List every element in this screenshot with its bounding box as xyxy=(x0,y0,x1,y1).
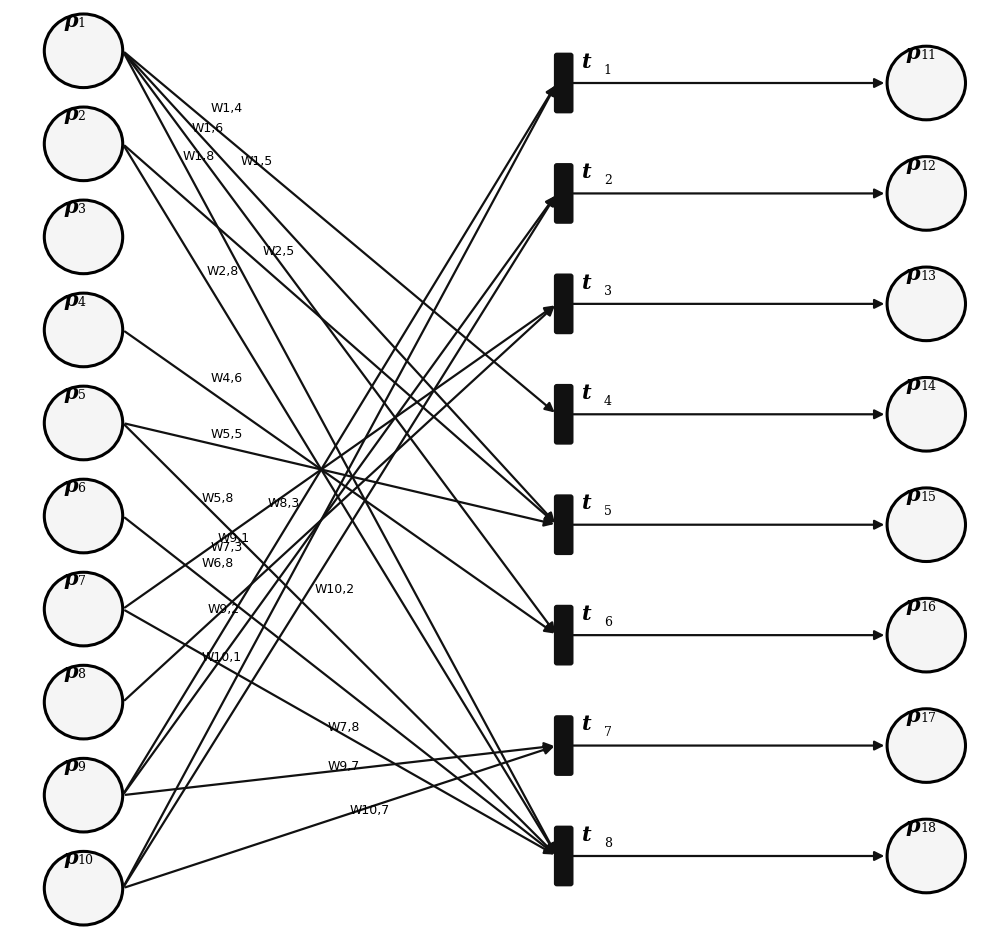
Text: p: p xyxy=(906,705,920,726)
Circle shape xyxy=(44,479,123,553)
Text: W1,6: W1,6 xyxy=(191,121,223,134)
FancyBboxPatch shape xyxy=(554,384,574,445)
Text: W10,1: W10,1 xyxy=(202,651,242,664)
Text: W9,2: W9,2 xyxy=(208,604,240,617)
FancyBboxPatch shape xyxy=(554,273,574,334)
Text: W8,3: W8,3 xyxy=(267,497,300,510)
Text: W1,4: W1,4 xyxy=(211,102,243,115)
Text: p: p xyxy=(63,290,78,310)
Text: p: p xyxy=(906,43,920,63)
Text: p: p xyxy=(906,485,920,505)
Text: 9: 9 xyxy=(78,762,85,775)
Text: p: p xyxy=(906,264,920,284)
Text: p: p xyxy=(906,595,920,615)
Text: 7: 7 xyxy=(78,576,85,588)
Circle shape xyxy=(44,759,123,832)
Text: p: p xyxy=(906,816,920,836)
Text: 2: 2 xyxy=(78,110,85,123)
Text: p: p xyxy=(63,848,78,869)
Text: t: t xyxy=(582,272,592,293)
Text: 18: 18 xyxy=(920,822,936,835)
Text: 11: 11 xyxy=(920,49,936,62)
Circle shape xyxy=(44,386,123,460)
Text: 17: 17 xyxy=(920,712,936,725)
Text: W4,6: W4,6 xyxy=(211,372,243,385)
Circle shape xyxy=(44,572,123,646)
Circle shape xyxy=(44,200,123,273)
Text: t: t xyxy=(582,824,592,845)
Text: p: p xyxy=(63,11,78,31)
Text: W7,8: W7,8 xyxy=(328,721,360,734)
Text: 14: 14 xyxy=(920,380,936,393)
Circle shape xyxy=(44,14,123,87)
Text: 6: 6 xyxy=(604,616,612,629)
Circle shape xyxy=(44,666,123,739)
Text: W1,5: W1,5 xyxy=(241,156,273,168)
Text: 13: 13 xyxy=(920,269,936,283)
Text: p: p xyxy=(63,104,78,124)
Text: W2,8: W2,8 xyxy=(206,265,239,278)
Text: W7,3: W7,3 xyxy=(211,541,243,554)
Circle shape xyxy=(44,852,123,925)
Text: t: t xyxy=(582,162,592,182)
Text: p: p xyxy=(63,662,78,683)
Text: W5,8: W5,8 xyxy=(202,492,234,505)
Text: W10,7: W10,7 xyxy=(350,804,390,817)
Text: t: t xyxy=(582,52,592,71)
FancyBboxPatch shape xyxy=(554,605,574,666)
Text: 3: 3 xyxy=(78,203,86,216)
Circle shape xyxy=(887,819,966,893)
FancyBboxPatch shape xyxy=(554,494,574,555)
FancyBboxPatch shape xyxy=(554,825,574,886)
Text: 12: 12 xyxy=(920,160,936,173)
Text: 6: 6 xyxy=(78,482,86,495)
Text: W2,5: W2,5 xyxy=(263,245,295,258)
Text: t: t xyxy=(582,715,592,734)
FancyBboxPatch shape xyxy=(554,716,574,776)
Text: t: t xyxy=(582,383,592,403)
Text: 1: 1 xyxy=(78,17,86,30)
Text: W9,1: W9,1 xyxy=(218,532,250,545)
Text: W5,5: W5,5 xyxy=(211,428,243,441)
Circle shape xyxy=(887,709,966,782)
Circle shape xyxy=(887,157,966,230)
Circle shape xyxy=(887,46,966,120)
Text: p: p xyxy=(906,153,920,174)
FancyBboxPatch shape xyxy=(554,53,574,114)
Circle shape xyxy=(887,488,966,562)
Text: 16: 16 xyxy=(920,601,936,614)
Circle shape xyxy=(887,598,966,672)
Text: p: p xyxy=(63,755,78,776)
Text: 3: 3 xyxy=(604,285,612,298)
Text: 5: 5 xyxy=(604,505,612,518)
Text: p: p xyxy=(63,197,78,217)
Text: p: p xyxy=(63,383,78,403)
Text: 4: 4 xyxy=(78,296,86,309)
Circle shape xyxy=(887,267,966,341)
Text: 5: 5 xyxy=(78,389,85,402)
Text: 8: 8 xyxy=(604,837,612,850)
Text: 2: 2 xyxy=(604,174,612,187)
Text: W1,8: W1,8 xyxy=(183,150,215,163)
Text: 8: 8 xyxy=(78,669,86,681)
Text: p: p xyxy=(63,569,78,589)
Text: p: p xyxy=(906,375,920,394)
Text: p: p xyxy=(63,476,78,496)
Text: W10,2: W10,2 xyxy=(315,582,355,595)
Text: W9,7: W9,7 xyxy=(328,760,360,773)
Text: 1: 1 xyxy=(604,64,612,77)
Circle shape xyxy=(44,293,123,367)
Circle shape xyxy=(887,377,966,451)
Text: 10: 10 xyxy=(78,854,94,868)
Text: W6,8: W6,8 xyxy=(202,558,234,571)
Text: t: t xyxy=(582,493,592,514)
Text: 7: 7 xyxy=(604,726,612,739)
Text: t: t xyxy=(582,604,592,623)
Text: 15: 15 xyxy=(920,491,936,504)
Circle shape xyxy=(44,107,123,180)
FancyBboxPatch shape xyxy=(554,163,574,223)
Text: 4: 4 xyxy=(604,395,612,408)
